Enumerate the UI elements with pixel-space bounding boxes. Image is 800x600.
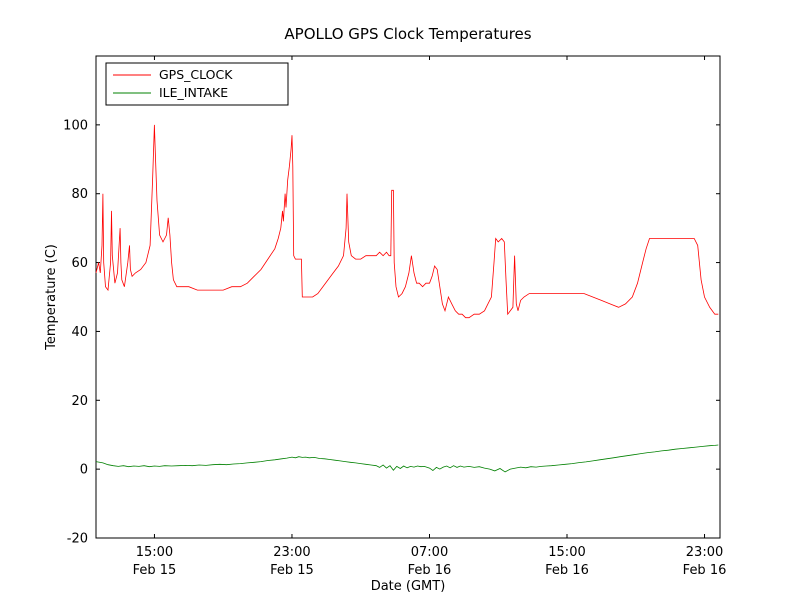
y-tick-label: 20 xyxy=(71,394,88,409)
x-tick-label-date: Feb 16 xyxy=(683,563,727,578)
x-tick-label-date: Feb 16 xyxy=(545,563,589,578)
x-tick-label-time: 07:00 xyxy=(411,545,448,560)
x-tick-label-date: Feb 15 xyxy=(133,563,177,578)
x-tick-label-date: Feb 15 xyxy=(270,563,314,578)
x-tick-label-time: 23:00 xyxy=(686,545,723,560)
ile-intake-series-line xyxy=(95,444,719,473)
x-tick-label-time: 23:00 xyxy=(273,545,310,560)
y-tick-label: 80 xyxy=(71,187,88,202)
ile-intake-legend-label: ILE_INTAKE xyxy=(159,85,228,100)
y-axis-label: Temperature (C) xyxy=(44,244,59,351)
gps-clock-series-line xyxy=(95,124,719,319)
series-group xyxy=(95,124,719,473)
gps-clock-legend-label: GPS_CLOCK xyxy=(159,67,233,82)
x-axis-label: Date (GMT) xyxy=(371,579,446,594)
y-tick-label: 100 xyxy=(63,118,88,133)
legend: GPS_CLOCK ILE_INTAKE xyxy=(105,62,289,106)
y-tick-label: 0 xyxy=(80,463,88,478)
x-tick-label-time: 15:00 xyxy=(548,545,585,560)
axis-ticks: -20 0 20 40 60 80 100 15:00 Feb 15 23:00 Feb 15 07:… xyxy=(63,56,726,578)
y-tick-label: 60 xyxy=(71,256,88,271)
plot-area xyxy=(95,55,721,539)
x-tick-label-time: 15:00 xyxy=(136,545,173,560)
chart-title: APOLLO GPS Clock Temperatures xyxy=(284,25,531,43)
x-tick-label-date: Feb 16 xyxy=(408,563,452,578)
legend-box xyxy=(105,62,289,106)
y-tick-label: 40 xyxy=(71,325,88,340)
y-tick-label: -20 xyxy=(67,532,88,547)
